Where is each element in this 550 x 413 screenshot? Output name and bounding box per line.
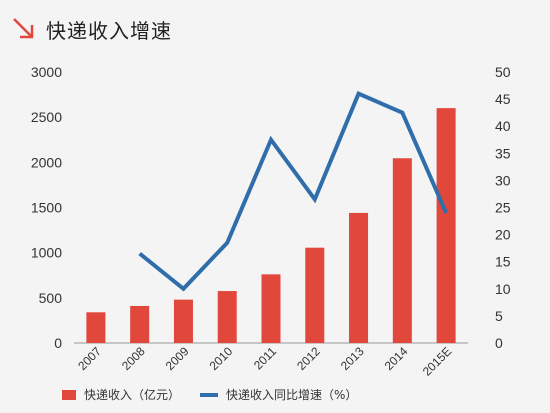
growth-line	[138, 91, 448, 292]
y-right-tick-label: 0	[495, 335, 503, 351]
y-left-tick-label: 0	[54, 335, 62, 351]
bar	[173, 299, 193, 343]
legend-swatch-line	[200, 392, 218, 397]
bar	[261, 274, 281, 343]
bar	[349, 212, 369, 343]
y-right-tick-label: 30	[495, 172, 511, 188]
y-left-tick-label: 500	[39, 290, 63, 306]
y-right-tick-label: 40	[495, 118, 511, 134]
y-right-tick-label: 15	[495, 254, 511, 270]
legend-swatch-bar	[62, 389, 76, 400]
y-right-tick-label: 20	[495, 227, 511, 243]
y-left-tick-label: 3000	[31, 64, 62, 80]
x-tick-label: 2007	[75, 344, 104, 373]
legend-item-revenue: 快递收入（亿元）	[62, 386, 180, 403]
arrow-down-right-icon	[13, 18, 34, 39]
y-right-tick-label: 5	[495, 308, 503, 324]
bar	[217, 291, 237, 343]
y-right-tick-label: 50	[495, 64, 511, 80]
bar	[130, 305, 150, 343]
x-tick-label: 2014	[382, 344, 411, 373]
y-right-tick-label: 10	[495, 281, 511, 297]
page-title: 快递收入增速	[46, 18, 172, 43]
y-right-tick-label: 35	[495, 145, 511, 161]
chart-header: 快递收入增速	[10, 10, 172, 48]
bar	[436, 108, 456, 343]
y-right-tick-label: 45	[495, 91, 511, 107]
y-right-tick-label: 25	[495, 200, 511, 216]
legend-item-growth: 快递收入同比增速（%）	[200, 386, 357, 403]
legend-label-revenue: 快递收入（亿元）	[84, 388, 181, 402]
legend-label-growth: 快递收入同比增速（%）	[226, 388, 358, 402]
x-tick-label: 2013	[338, 344, 367, 373]
x-tick-label: 2008	[119, 344, 148, 373]
y-left-tick-label: 2500	[31, 109, 62, 125]
chart-legend: 快递收入（亿元） 快递收入同比增速（%）	[0, 386, 550, 406]
y-left-tick-label: 2000	[31, 154, 62, 170]
x-tick-label: 2015E	[420, 344, 454, 378]
y-left-tick-label: 1500	[31, 200, 62, 216]
x-tick-label: 2010	[207, 344, 236, 373]
bar	[86, 312, 106, 343]
x-tick-label: 2011	[251, 344, 279, 372]
y-left-tick-label: 1000	[31, 245, 62, 261]
bar	[305, 247, 325, 343]
bar	[392, 158, 412, 343]
x-tick-label: 2012	[294, 344, 323, 373]
x-tick-label: 2009	[163, 344, 192, 373]
